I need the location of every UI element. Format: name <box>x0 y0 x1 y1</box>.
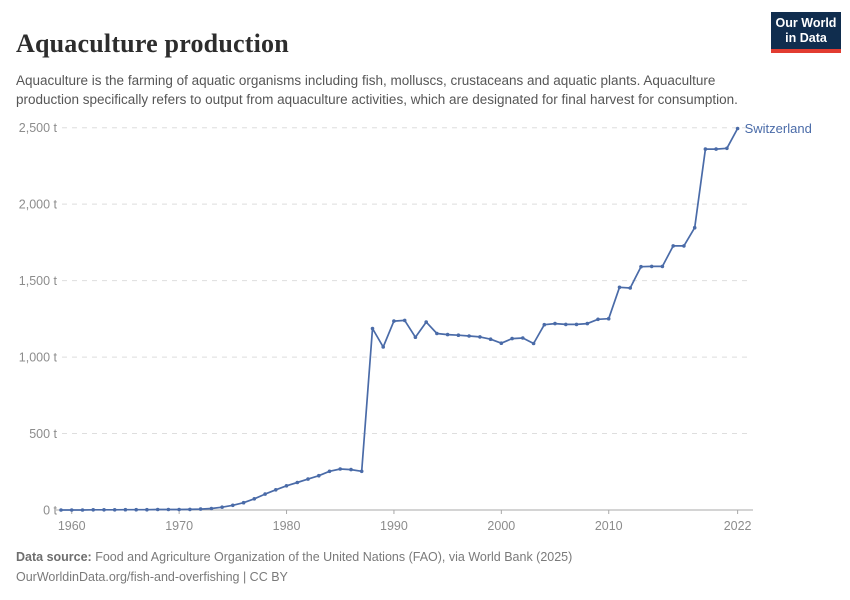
data-point[interactable] <box>467 334 471 338</box>
data-point[interactable] <box>682 244 686 248</box>
x-tick-label: 2022 <box>724 519 752 533</box>
data-point[interactable] <box>628 286 632 290</box>
data-point[interactable] <box>359 469 364 474</box>
data-point[interactable] <box>306 477 310 481</box>
chart-footer: Data source: Food and Agriculture Organi… <box>16 547 572 587</box>
data-point[interactable] <box>220 505 224 510</box>
owid-logo-line1: Our World <box>775 16 837 30</box>
data-source-text: Food and Agriculture Organization of the… <box>91 550 573 564</box>
data-point[interactable] <box>123 507 128 512</box>
data-point[interactable] <box>284 484 289 488</box>
data-point[interactable] <box>188 507 192 512</box>
data-point[interactable] <box>166 507 171 512</box>
data-point[interactable] <box>596 317 600 322</box>
y-tick-label: 2,500 t <box>19 121 58 135</box>
license-suffix: | CC BY <box>239 570 288 584</box>
data-point[interactable] <box>91 508 95 512</box>
data-point[interactable] <box>59 508 63 512</box>
data-point[interactable] <box>531 341 536 346</box>
data-point[interactable] <box>542 322 547 327</box>
data-point[interactable] <box>134 507 138 512</box>
y-tick-label: 0 t <box>43 504 57 518</box>
data-point[interactable] <box>660 264 665 269</box>
data-point[interactable] <box>424 320 429 324</box>
data-point[interactable] <box>564 322 568 327</box>
data-point[interactable] <box>80 508 85 512</box>
owid-logo-box: Our World in Data <box>771 12 841 49</box>
license-link[interactable]: OurWorldinData.org/fish-and-overfishing <box>16 570 240 584</box>
data-point[interactable] <box>317 473 321 478</box>
data-point[interactable] <box>510 336 514 341</box>
data-point[interactable] <box>112 508 117 512</box>
y-tick-label: 1,000 t <box>19 351 58 365</box>
x-tick-label: 1970 <box>165 519 193 533</box>
data-point[interactable] <box>585 321 590 326</box>
data-point[interactable] <box>402 318 407 323</box>
x-tick-label: 1980 <box>273 519 301 533</box>
data-point[interactable] <box>617 285 622 290</box>
data-point[interactable] <box>488 337 493 342</box>
data-point[interactable] <box>639 264 643 269</box>
data-point[interactable] <box>370 326 375 331</box>
data-point[interactable] <box>381 345 386 349</box>
data-point[interactable] <box>177 507 181 512</box>
owid-logo-red-bar <box>771 49 841 53</box>
data-point[interactable] <box>102 508 106 512</box>
data-point[interactable] <box>725 146 729 151</box>
owid-logo-line2: in Data <box>785 31 827 45</box>
data-point[interactable] <box>714 147 718 151</box>
data-point[interactable] <box>338 467 343 471</box>
data-point[interactable] <box>445 332 450 337</box>
data-point[interactable] <box>295 480 300 485</box>
data-point[interactable] <box>155 507 160 512</box>
data-point[interactable] <box>478 335 482 339</box>
data-point[interactable] <box>692 225 697 230</box>
data-point[interactable] <box>413 335 418 340</box>
y-tick-label: 2,000 t <box>19 198 58 212</box>
series-line-switzerland[interactable] <box>60 127 739 511</box>
data-source-label: Data source: <box>16 550 92 564</box>
data-point[interactable] <box>209 506 214 511</box>
data-source-line: Data source: Food and Agriculture Organi… <box>16 547 572 567</box>
data-point[interactable] <box>241 500 246 505</box>
x-tick-label: 2000 <box>487 519 515 533</box>
data-point[interactable] <box>69 508 74 512</box>
chart-subtitle: Aquaculture is the farming of aquatic or… <box>16 72 738 108</box>
data-point[interactable] <box>574 322 579 327</box>
data-point[interactable] <box>274 488 278 492</box>
data-point[interactable] <box>349 467 353 472</box>
data-point[interactable] <box>392 319 396 323</box>
series-label-switzerland[interactable]: Switzerland <box>745 121 812 136</box>
data-point[interactable] <box>252 497 257 501</box>
data-point[interactable] <box>198 507 203 511</box>
y-tick-label: 1,500 t <box>19 274 58 288</box>
data-point[interactable] <box>553 321 557 326</box>
data-point[interactable] <box>703 147 708 151</box>
data-point[interactable] <box>671 244 675 248</box>
data-point[interactable] <box>606 316 611 321</box>
data-point[interactable] <box>499 341 504 346</box>
x-tick-label: 1990 <box>380 519 408 533</box>
data-point[interactable] <box>263 492 267 496</box>
x-tick-label: 2010 <box>595 519 623 533</box>
data-point[interactable] <box>649 264 654 269</box>
chart-title: Aquaculture production <box>16 29 289 59</box>
owid-logo[interactable]: Our World in Data <box>771 12 841 53</box>
data-point[interactable] <box>456 333 461 338</box>
data-point[interactable] <box>435 331 439 336</box>
data-point[interactable] <box>521 336 525 340</box>
data-point[interactable] <box>735 126 740 131</box>
data-point[interactable] <box>327 469 332 474</box>
data-point[interactable] <box>231 503 235 508</box>
y-tick-label: 500 t <box>29 427 57 441</box>
data-point[interactable] <box>145 507 149 512</box>
x-tick-label: 1960 <box>58 519 86 533</box>
license-line: OurWorldinData.org/fish-and-overfishing … <box>16 567 572 587</box>
